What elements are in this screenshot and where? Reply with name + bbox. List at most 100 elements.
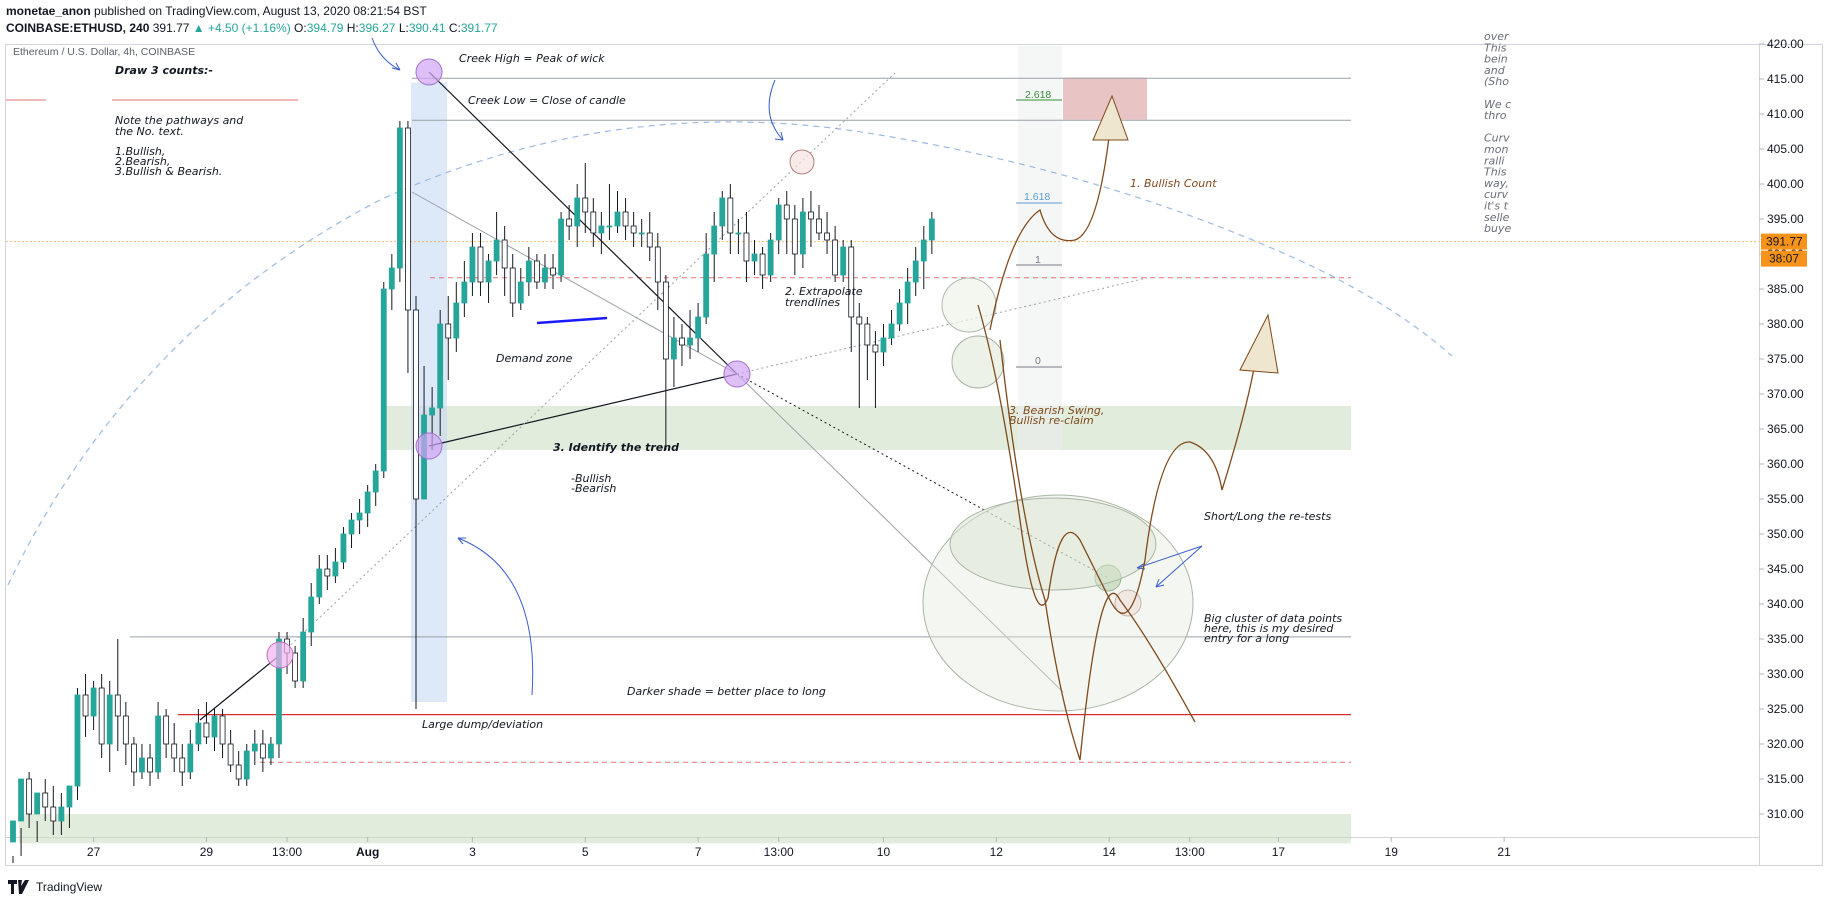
tl-grey-down[interactable] <box>736 373 1064 693</box>
candle-body[interactable] <box>227 743 234 766</box>
candle-body[interactable] <box>445 323 452 339</box>
candle-body[interactable] <box>388 267 395 290</box>
candle-body[interactable] <box>864 323 871 346</box>
candle-body[interactable] <box>517 281 524 304</box>
candle-body[interactable] <box>598 225 605 234</box>
candle-body[interactable] <box>316 568 323 598</box>
candles[interactable] <box>10 121 935 863</box>
candle-body[interactable] <box>880 337 887 353</box>
demand-retest-marker[interactable] <box>951 335 1005 389</box>
candle-body[interactable] <box>671 337 677 360</box>
candle-body[interactable] <box>622 211 629 227</box>
candle-body[interactable] <box>219 715 226 745</box>
candle-body[interactable] <box>211 715 218 738</box>
origin-marker[interactable] <box>266 641 294 669</box>
price-axis[interactable]: 420.00415.00410.00405.00400.00395.00390.… <box>1759 37 1804 821</box>
support-cluster-marker[interactable] <box>941 277 997 333</box>
candle-body[interactable] <box>928 218 935 241</box>
candle-body[interactable] <box>259 743 266 759</box>
candle-body[interactable] <box>687 337 693 346</box>
tl-creek-to-low[interactable] <box>428 71 738 375</box>
candle-body[interactable] <box>751 253 758 262</box>
candle-body[interactable] <box>816 218 822 234</box>
candle-body[interactable] <box>203 722 210 738</box>
symbol[interactable]: COINBASE:ETHUSD, 240 <box>6 21 150 35</box>
arrow-to-wick[interactable] <box>457 537 534 696</box>
retest-ellipse[interactable] <box>949 497 1157 591</box>
creek-high-marker[interactable] <box>415 58 443 86</box>
candle-body[interactable] <box>824 232 830 241</box>
candle-body[interactable] <box>719 197 726 227</box>
candle-body[interactable] <box>767 239 774 276</box>
candle-body[interactable] <box>10 820 16 843</box>
candle-body[interactable] <box>582 197 589 213</box>
candle-body[interactable] <box>429 407 436 416</box>
candle-body[interactable] <box>638 232 645 235</box>
candle-body[interactable] <box>82 694 89 717</box>
candle-body[interactable] <box>380 288 387 472</box>
candle-body[interactable] <box>332 561 339 577</box>
tradingview-footer[interactable]: TradingView <box>8 880 102 894</box>
candle-body[interactable] <box>372 470 379 493</box>
arrow-to-top[interactable] <box>768 79 784 141</box>
candle-body[interactable] <box>775 204 782 241</box>
candle-body[interactable] <box>558 218 564 276</box>
candle-body[interactable] <box>348 519 355 535</box>
candle-body[interactable] <box>759 253 766 276</box>
candle-body[interactable] <box>896 302 903 325</box>
alt-swing-path[interactable] <box>999 339 1196 761</box>
tl-rising[interactable] <box>428 373 738 447</box>
candle-body[interactable] <box>130 743 137 773</box>
candle-body[interactable] <box>163 715 170 745</box>
candle-body[interactable] <box>50 806 57 822</box>
candle-body[interactable] <box>840 246 847 276</box>
candle-body[interactable] <box>848 246 855 318</box>
candle-body[interactable] <box>324 568 331 577</box>
candle-body[interactable] <box>920 239 927 262</box>
candle-body[interactable] <box>485 260 492 283</box>
candle-body[interactable] <box>114 694 121 717</box>
candle-body[interactable] <box>735 232 742 235</box>
candle-body[interactable] <box>90 687 97 717</box>
candle-body[interactable] <box>98 687 105 745</box>
candle-body[interactable] <box>695 316 701 339</box>
candle-body[interactable] <box>493 239 500 262</box>
candle-body[interactable] <box>912 260 919 283</box>
candle-body[interactable] <box>364 491 371 514</box>
candle-body[interactable] <box>477 246 484 283</box>
candle-body[interactable] <box>711 225 718 255</box>
candle-body[interactable] <box>791 218 798 255</box>
candle-body[interactable] <box>727 197 734 234</box>
candle-body[interactable] <box>300 631 307 682</box>
short-retest-marker[interactable] <box>1114 589 1142 617</box>
tl-start[interactable] <box>199 654 281 721</box>
arrow-to-peak[interactable] <box>371 37 401 71</box>
candle-body[interactable] <box>437 323 444 409</box>
candle-body[interactable] <box>195 722 202 745</box>
candle-body[interactable] <box>106 694 113 745</box>
candle-body[interactable] <box>413 309 419 500</box>
candle-body[interactable] <box>66 785 73 808</box>
candle-body[interactable] <box>292 652 299 682</box>
candle-body[interactable] <box>187 743 194 773</box>
candle-body[interactable] <box>606 225 613 228</box>
candle-body[interactable] <box>799 211 806 255</box>
candle-body[interactable] <box>590 211 597 234</box>
candle-body[interactable] <box>356 512 363 521</box>
candle-body[interactable] <box>646 232 653 248</box>
candle-body[interactable] <box>268 743 274 759</box>
candle-body[interactable] <box>509 267 516 304</box>
candle-body[interactable] <box>783 204 790 220</box>
candle-body[interactable] <box>34 792 41 815</box>
candle-body[interactable] <box>501 239 508 269</box>
candle-body[interactable] <box>542 267 548 283</box>
candle-body[interactable] <box>453 302 460 339</box>
candle-body[interactable] <box>469 246 476 283</box>
candle-body[interactable] <box>703 253 710 318</box>
candle-body[interactable] <box>574 197 581 227</box>
swing-low-marker[interactable] <box>415 432 443 460</box>
candle-body[interactable] <box>630 225 637 234</box>
candle-body[interactable] <box>18 778 24 822</box>
candle-body[interactable] <box>679 337 685 346</box>
candle-body[interactable] <box>525 260 532 283</box>
